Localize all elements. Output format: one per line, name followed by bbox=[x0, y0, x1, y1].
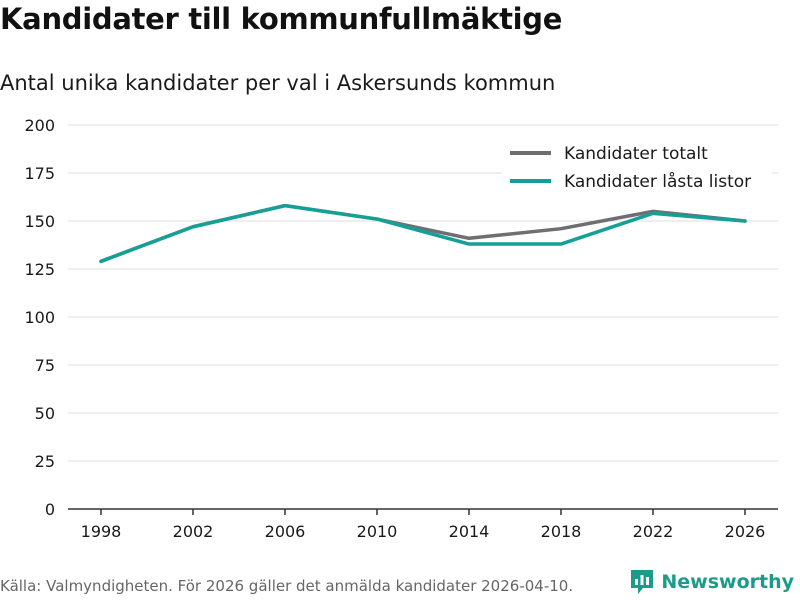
y-tick-label: 175 bbox=[24, 164, 55, 183]
brand-logo: Newsworthy bbox=[629, 568, 794, 596]
y-tick-label: 0 bbox=[45, 500, 55, 519]
legend-background bbox=[502, 135, 772, 201]
legend-label: Kandidater totalt bbox=[564, 144, 708, 164]
x-tick-label: 2022 bbox=[633, 522, 674, 541]
y-tick-label: 75 bbox=[35, 356, 55, 375]
x-tick-label: 2026 bbox=[725, 522, 766, 541]
x-tick-label: 2010 bbox=[357, 522, 398, 541]
legend-label: Kandidater låsta listor bbox=[564, 171, 751, 192]
series-line-locked-lists bbox=[99, 203, 747, 264]
x-tick-label: 2014 bbox=[449, 522, 490, 541]
chart-title: Kandidater till kommunfullmäktige bbox=[0, 2, 563, 36]
y-tick-label: 25 bbox=[35, 452, 55, 471]
y-tick-label: 50 bbox=[35, 404, 55, 423]
bar-chart-logo-icon bbox=[631, 570, 654, 594]
brand-name: Newsworthy bbox=[661, 571, 794, 593]
y-tick-label: 150 bbox=[24, 212, 55, 231]
source-note: Källa: Valmyndigheten. För 2026 gäller d… bbox=[0, 577, 574, 595]
x-tick-label: 2002 bbox=[173, 522, 214, 541]
y-tick-label: 125 bbox=[24, 260, 55, 279]
x-tick-label: 2018 bbox=[541, 522, 582, 541]
y-tick-label: 200 bbox=[24, 116, 55, 135]
x-tick-label: 1998 bbox=[81, 522, 122, 541]
y-tick-label: 100 bbox=[24, 308, 55, 327]
x-tick-label: 2006 bbox=[265, 522, 306, 541]
chart-subtitle: Antal unika kandidater per val i Askersu… bbox=[0, 71, 556, 95]
